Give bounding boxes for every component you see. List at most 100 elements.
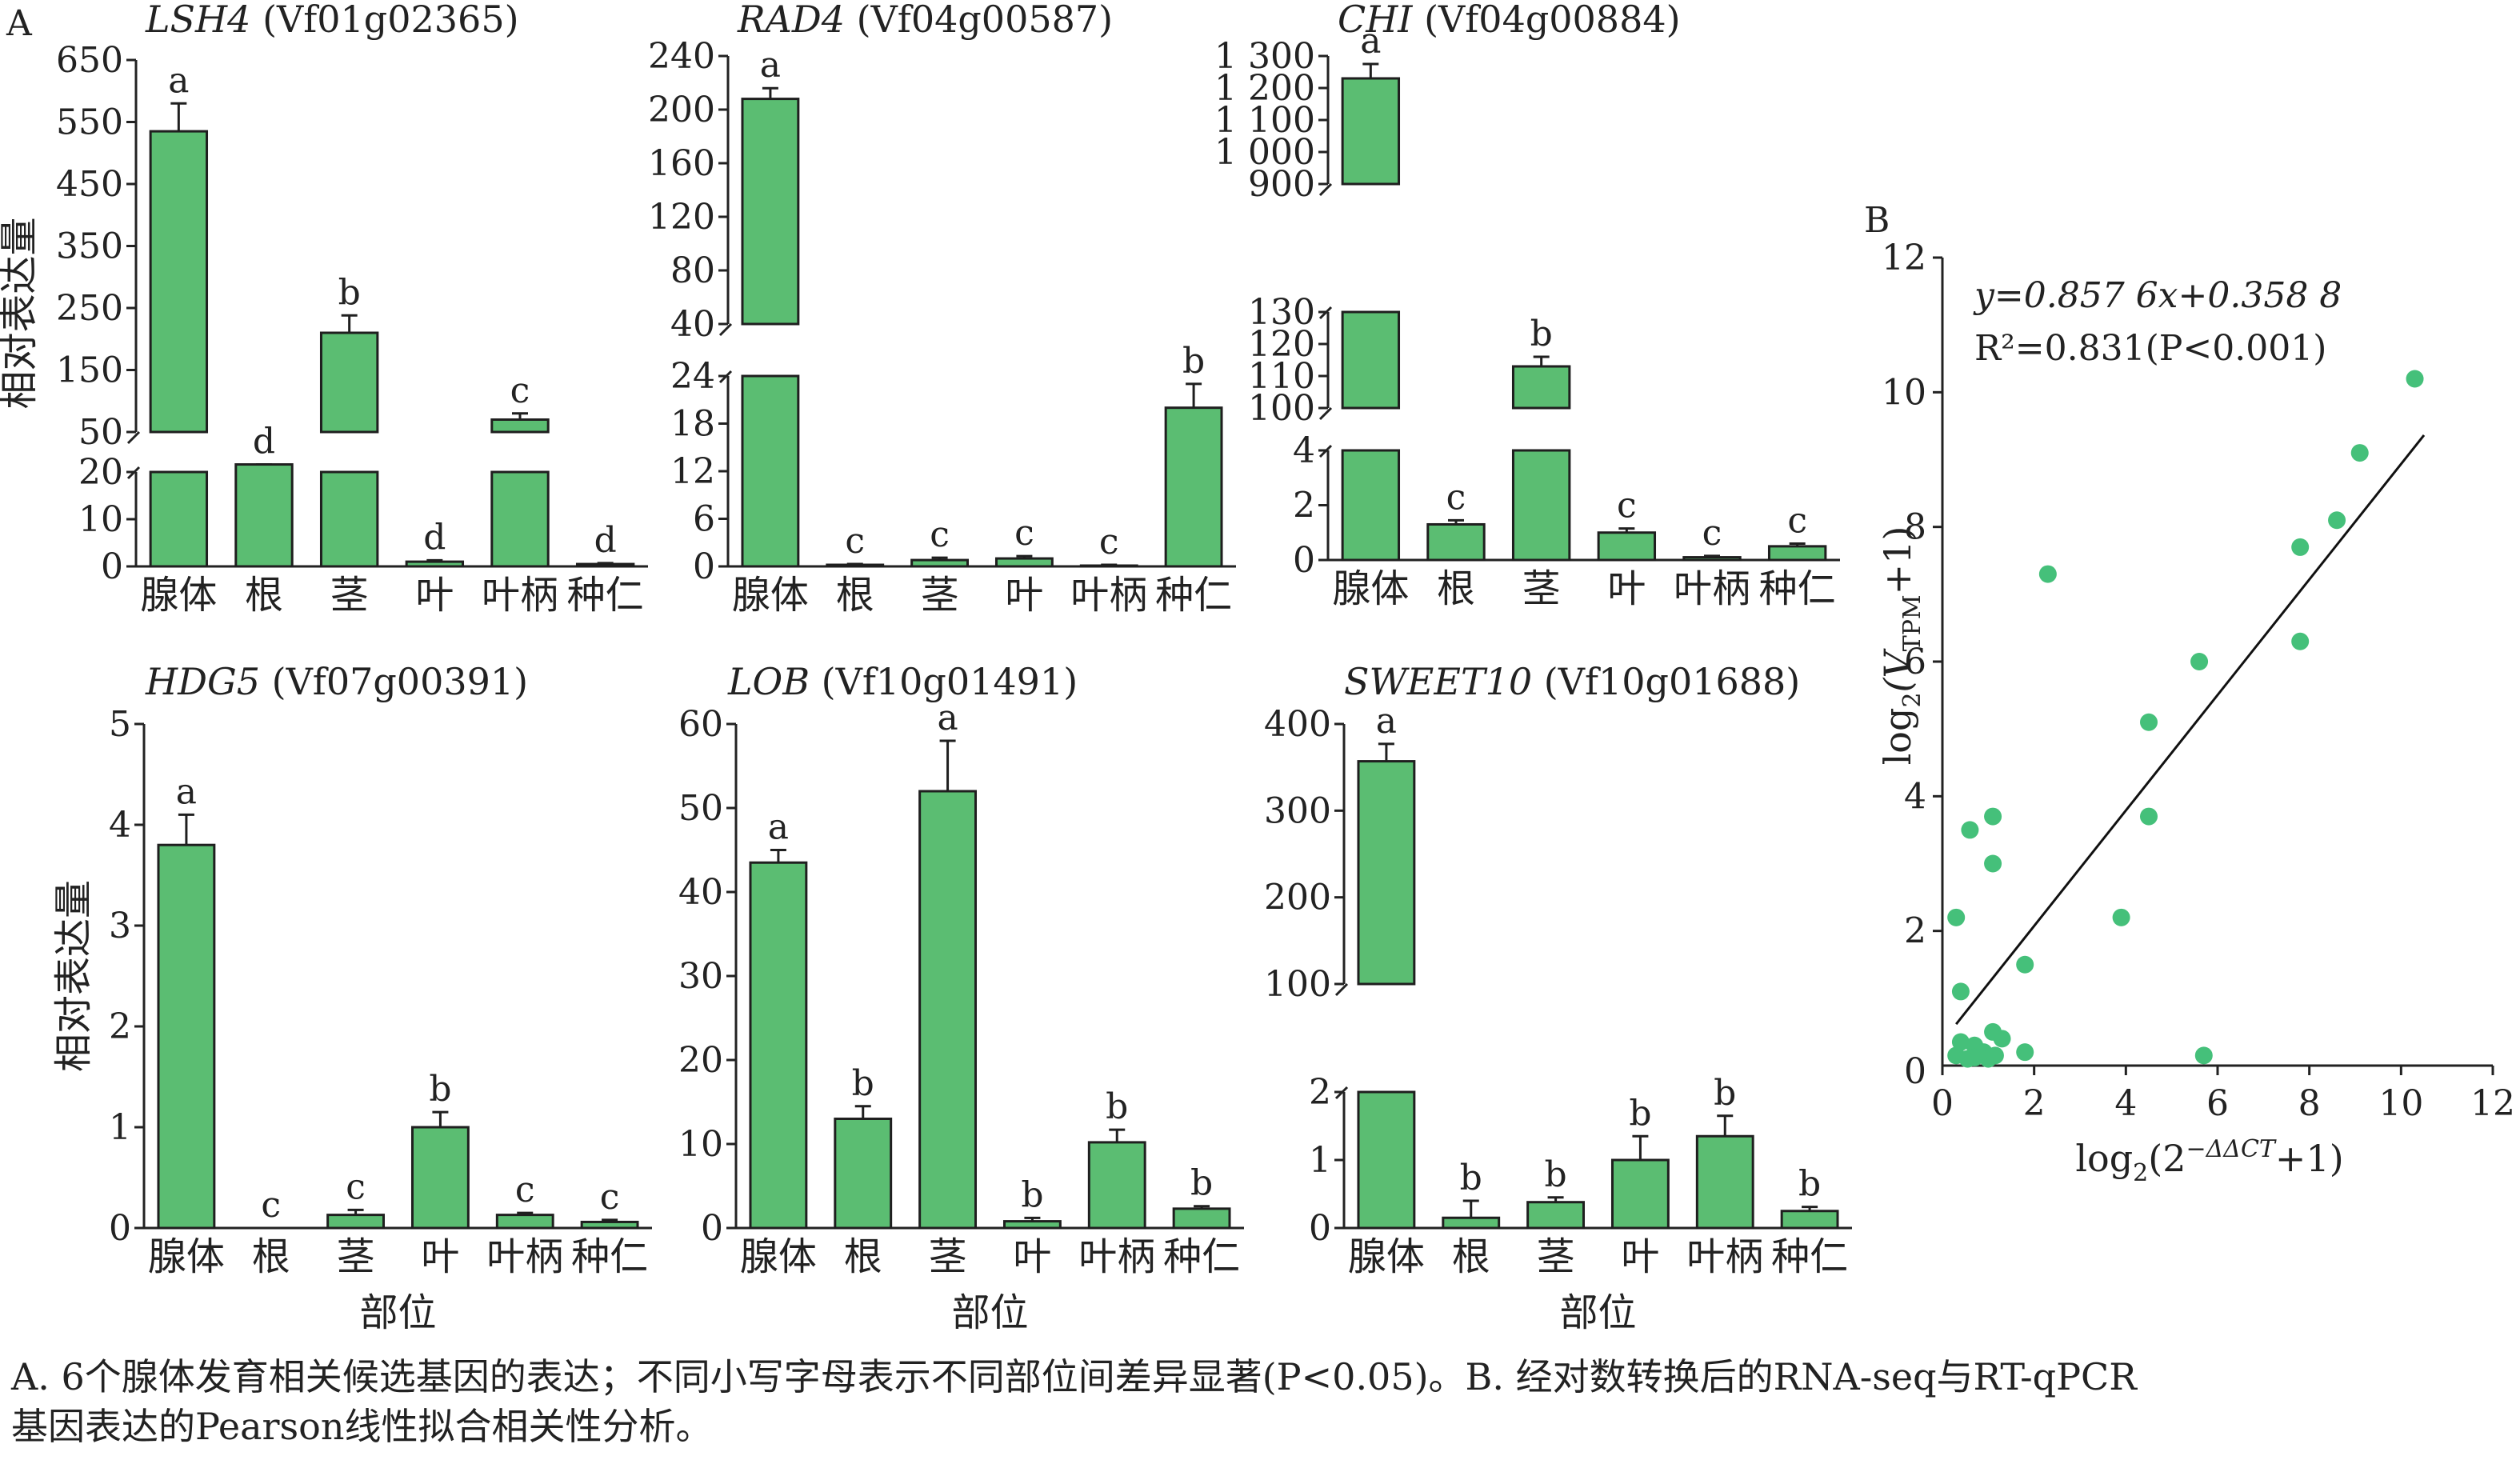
significance-letter: b (338, 272, 361, 313)
y-tick-label: 0 (101, 546, 123, 587)
significance-letter: b (1106, 1086, 1128, 1127)
scatter-point (2140, 713, 2158, 731)
scatter-point (2190, 653, 2209, 670)
y-tick-label: 2 (1293, 486, 1315, 526)
bar-sweet10-2 (1526, 1201, 1586, 1230)
gene-name: CHI (1338, 0, 1413, 41)
axis-break-mark (1334, 982, 1349, 997)
significance-letter: a (937, 698, 958, 738)
y-tick-label: 6 (693, 499, 715, 540)
x-tick-label: 种仁 (1155, 573, 1232, 618)
x-tick-label: 茎 (929, 1234, 967, 1279)
scatter-point (1984, 807, 2002, 826)
x-tick-label: 根 (836, 573, 874, 618)
x-tick-label: 叶 (421, 1234, 459, 1279)
x-tick-label: 腺体 (148, 1234, 225, 1279)
y-tick-label: 100 (1248, 388, 1315, 429)
bar-rad4-0 (741, 98, 800, 326)
y-tick-label: 12 (1882, 238, 1926, 278)
y-tick-label: 400 (1264, 704, 1331, 745)
significance-letter: c (1099, 522, 1119, 562)
x-tick-label: 种仁 (567, 573, 644, 618)
significance-letter: b (1714, 1073, 1736, 1114)
x-tick-label: 叶柄 (1686, 1234, 1763, 1279)
significance-letter: a (768, 807, 789, 848)
bar-chi-5 (1767, 545, 1827, 562)
x-tick-label: 茎 (1522, 566, 1561, 611)
bar-lob-2 (918, 790, 978, 1230)
bar-lsh4-5 (575, 562, 635, 568)
y-tick-label: 1 200 (1214, 68, 1315, 109)
bar-lsh4-4 (490, 418, 550, 434)
x-tick-label: 根 (1437, 566, 1475, 611)
y-tick-label: 0 (1293, 540, 1315, 581)
axis-break-mark (1318, 182, 1333, 197)
y-tick-label: 150 (56, 350, 123, 391)
significance-letter: c (845, 521, 865, 562)
x-tick-label: 10 (2378, 1083, 2423, 1124)
y-tick-label: 130 (1248, 292, 1315, 333)
significance-letter: c (346, 1166, 366, 1207)
significance-letter: d (594, 520, 617, 561)
axis-break-mark (1318, 306, 1333, 320)
bar-lsh4-2 (319, 470, 379, 568)
gene-name: SWEET10 (1344, 660, 1532, 703)
y-tick-label: 10 (78, 499, 123, 540)
chart-title: HDG5 (Vf07g00391) (145, 660, 528, 703)
significance-letter: b (1460, 1158, 1482, 1198)
bar-lob-4 (1087, 1141, 1146, 1230)
chart-title: SWEET10 (Vf10g01688) (1344, 660, 1800, 703)
gene-name: RAD4 (737, 0, 845, 41)
y-tick-label: 200 (648, 90, 715, 130)
y-tick-label: 900 (1248, 164, 1315, 205)
significance-letter: c (1787, 500, 1807, 541)
x-axis-label: 部位 (951, 1290, 1028, 1335)
significance-letter: a (1360, 21, 1381, 62)
significance-letter: c (600, 1177, 620, 1218)
y-tick-label: 1 300 (1214, 36, 1315, 77)
significance-letter: c (515, 1170, 535, 1210)
x-tick-label: 茎 (330, 573, 369, 618)
x-tick-label: 茎 (1537, 1234, 1575, 1279)
significance-letter: b (852, 1063, 874, 1104)
bar-rad4-2 (910, 558, 970, 568)
significance-letter: a (1376, 701, 1397, 742)
y-tick-label: 20 (78, 452, 123, 493)
scatter-point (2016, 1043, 2034, 1062)
bar-chi-2 (1511, 365, 1571, 410)
significance-letter: a (168, 60, 189, 101)
gene-name: LSH4 (145, 0, 250, 41)
significance-letter: c (1702, 513, 1722, 554)
x-axis-label-part: 2 (2133, 1159, 2148, 1187)
x-tick-label: 6 (2206, 1083, 2229, 1124)
x-tick-label: 12 (2470, 1083, 2515, 1124)
regression-equation: y=0.857 6x+0.358 8 (1973, 275, 2342, 316)
y-tick-label: 1 000 (1214, 132, 1315, 173)
y-tick-label: 6 (1904, 642, 1926, 682)
y-tick-label: 350 (56, 226, 123, 267)
bar-lob-0 (749, 861, 808, 1230)
scatter-point (1947, 908, 1966, 926)
y-tick-label: 1 100 (1214, 100, 1315, 141)
x-tick-label: 种仁 (1771, 1234, 1848, 1279)
x-axis-label-part: (2 (2148, 1137, 2186, 1180)
significance-letter: d (423, 517, 446, 558)
x-tick-label: 根 (844, 1234, 882, 1279)
scatter-point (2291, 632, 2310, 650)
scatter-point (2038, 565, 2057, 583)
chart-title: LSH4 (Vf01g02365) (145, 0, 519, 41)
y-tick-label: 2 (1309, 1072, 1331, 1113)
axis-break-mark (1318, 406, 1333, 421)
x-tick-label: 叶 (1013, 1234, 1051, 1279)
scatter-point (1951, 1033, 1970, 1051)
scatter-point (2140, 807, 2158, 826)
x-tick-label: 叶柄 (1674, 566, 1750, 611)
y-axis-label: 相对表达量 (51, 880, 96, 1072)
y-tick-label: 160 (648, 143, 715, 184)
y-tick-label: 650 (56, 40, 123, 81)
